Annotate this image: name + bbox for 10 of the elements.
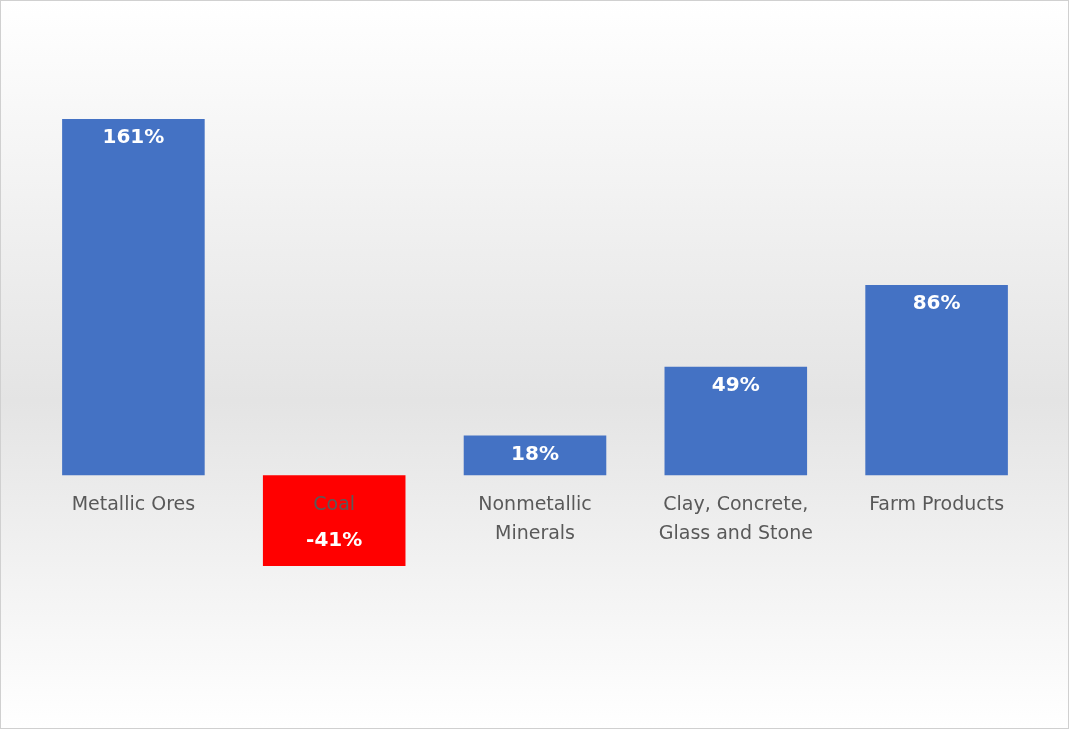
x-tick-label: Nonmetallic Minerals [478,491,592,543]
data-label: 18% [511,440,559,465]
data-label: 86% [912,290,961,315]
data-label: -41% [306,527,363,552]
data-label: 161% [102,124,165,149]
x-tick-label: Clay, Concrete, Glass and Stone [658,491,813,543]
x-tick-label: Farm Products [869,491,1005,514]
x-tick-label: Metallic Ores [71,491,196,514]
data-label: 49% [711,372,760,397]
x-tick-label: Coal [313,491,356,514]
